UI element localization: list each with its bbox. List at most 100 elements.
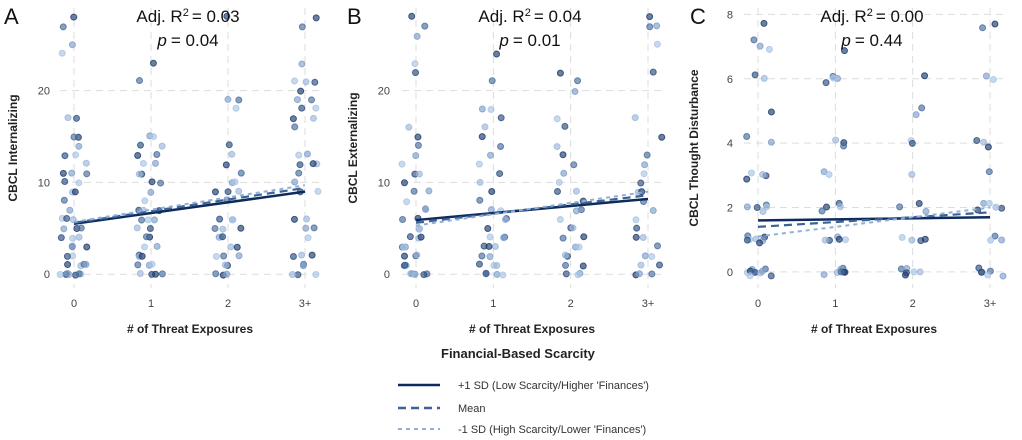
data-point <box>743 175 751 183</box>
data-point <box>921 235 929 243</box>
data-point <box>908 236 916 244</box>
data-point <box>984 271 992 279</box>
data-point <box>303 150 311 158</box>
data-point <box>767 108 775 116</box>
data-point <box>559 234 567 242</box>
r2-label: Adj. R <box>136 7 182 26</box>
data-point <box>75 179 83 187</box>
y-axis-label: CBCL Internalizing <box>6 94 20 201</box>
data-point <box>302 224 310 232</box>
data-point <box>559 151 567 159</box>
data-point <box>488 188 496 196</box>
data-point <box>648 253 656 261</box>
data-point <box>908 139 916 147</box>
panel-letter: C <box>690 4 706 29</box>
data-point <box>59 23 67 31</box>
data-point <box>825 171 833 179</box>
data-point <box>222 161 230 169</box>
data-point <box>60 225 68 233</box>
data-point <box>984 143 992 151</box>
data-point <box>137 141 145 149</box>
data-point <box>987 236 995 244</box>
data-point <box>224 95 232 103</box>
data-point <box>901 271 909 279</box>
x-tick-label: 3+ <box>299 298 312 310</box>
data-point <box>148 178 156 186</box>
data-point <box>223 270 231 278</box>
data-point <box>475 260 483 268</box>
data-point <box>491 243 499 251</box>
data-point <box>68 169 76 177</box>
data-point <box>136 77 144 85</box>
legend-label-mean: Mean <box>458 403 486 415</box>
data-point <box>134 152 142 160</box>
data-point <box>141 243 149 251</box>
data-point <box>298 60 306 68</box>
data-point <box>421 22 429 30</box>
data-point <box>837 268 845 276</box>
data-point <box>553 115 561 123</box>
data-point <box>296 161 304 169</box>
panel-title-r2: Adj. R2 = 0.03 <box>136 7 239 26</box>
data-point <box>139 159 147 167</box>
data-point <box>312 14 320 22</box>
fit-line-minus1sd <box>73 184 306 223</box>
data-point <box>420 271 428 279</box>
data-point <box>998 204 1006 212</box>
data-point <box>760 19 768 27</box>
data-point <box>823 203 831 211</box>
data-point <box>572 187 580 195</box>
y-tick-label: 0 <box>727 267 733 279</box>
panel-title-p: p = 0.44 <box>840 31 902 50</box>
data-point <box>221 261 229 269</box>
legend-title: Financial-Based Scarcity <box>441 346 596 361</box>
data-point <box>989 75 997 83</box>
data-point <box>298 23 306 31</box>
data-point <box>560 169 568 177</box>
data-point <box>312 271 320 279</box>
data-point <box>574 77 582 85</box>
data-point <box>308 251 316 259</box>
data-point <box>72 151 80 159</box>
data-point <box>304 234 312 242</box>
data-point <box>482 270 490 278</box>
data-point <box>649 207 657 215</box>
data-point <box>152 270 160 278</box>
data-point <box>411 271 419 279</box>
fit-line-plus1sd <box>757 215 991 222</box>
data-point <box>231 178 239 186</box>
data-point <box>912 111 920 119</box>
y-tick-label: 10 <box>378 177 390 189</box>
data-point <box>758 267 766 275</box>
data-point <box>570 161 578 169</box>
data-point <box>493 262 501 270</box>
data-point <box>60 196 68 204</box>
data-point <box>64 114 72 122</box>
data-point <box>401 252 409 260</box>
data-point <box>980 138 988 146</box>
data-point <box>233 243 241 251</box>
data-point <box>153 151 161 159</box>
data-point <box>641 161 649 169</box>
data-point <box>235 187 243 195</box>
data-point <box>999 272 1007 280</box>
data-point <box>232 104 240 112</box>
panel-title-r2: Adj. R2 = 0.04 <box>478 7 581 26</box>
data-point <box>61 178 69 186</box>
data-point <box>400 179 408 187</box>
data-point <box>476 196 484 204</box>
data-point <box>896 203 904 211</box>
data-point <box>580 233 588 241</box>
r2-superscript: 2 <box>867 7 873 19</box>
data-point <box>478 252 486 260</box>
data-point <box>840 142 848 150</box>
data-point <box>153 242 161 250</box>
data-point <box>83 243 91 251</box>
data-point <box>69 234 77 242</box>
data-point <box>751 71 759 79</box>
data-point <box>63 252 71 260</box>
y-tick-label: 0 <box>384 269 390 281</box>
